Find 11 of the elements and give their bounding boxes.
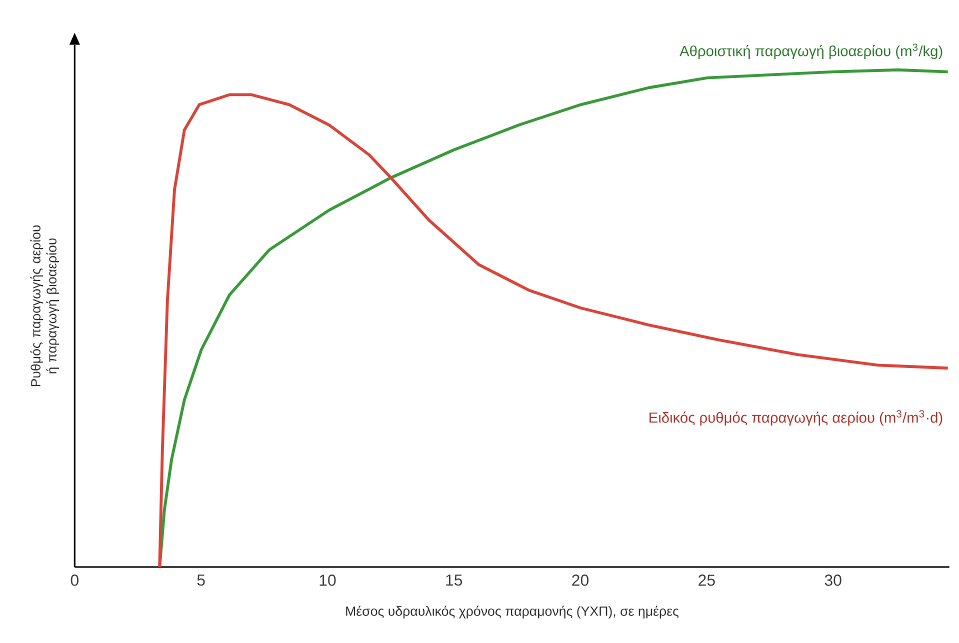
- x-tick-label: 20: [572, 574, 589, 586]
- x-tick-label: 25: [698, 574, 715, 586]
- x-tick-label: 10: [320, 574, 336, 586]
- y-axis-title: Ρυθμός παραγωγής αερίου ή παραγωγή βιοαερίου: [30, 225, 60, 386]
- x-tick-label: 0: [70, 574, 79, 586]
- x-tick-label: 30: [824, 574, 842, 586]
- text: Ειδικός ρυθμός παραγωγής αερίου (m$^{3}$/m$^{3}$·d): [650, 410, 942, 426]
- x-tick-label: 5: [197, 574, 205, 586]
- x-axis-title: Μέσος υδραυλικός χρόνος παραμονής (ΥΧΠ), σε ημέρες: [346, 606, 679, 619]
- x-tick-label: 15: [446, 574, 462, 586]
- series-label: Αθροιστική παραγωγή βιοαερίου (m$^{3}$/kg): [680, 44, 942, 60]
